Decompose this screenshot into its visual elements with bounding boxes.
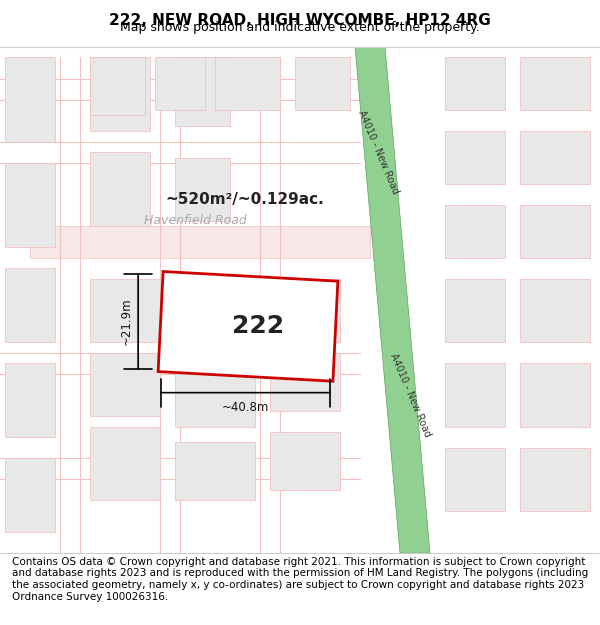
Bar (90, 58, 150, 131)
Bar (520, 279, 590, 342)
Bar (90, 58, 145, 116)
Text: ~21.9m: ~21.9m (119, 298, 133, 346)
Polygon shape (158, 271, 338, 381)
Text: A4010 - New Road: A4010 - New Road (356, 109, 400, 196)
Bar (90, 279, 160, 342)
Bar (270, 352, 340, 411)
Text: Contains OS data © Crown copyright and database right 2021. This information is : Contains OS data © Crown copyright and d… (12, 557, 588, 601)
Bar (90, 352, 160, 416)
Text: Havenfield Road: Havenfield Road (143, 214, 247, 228)
Bar (155, 58, 205, 110)
Polygon shape (355, 47, 430, 553)
Bar (5, 58, 55, 142)
Text: ~520m²/~0.129ac.: ~520m²/~0.129ac. (166, 192, 325, 208)
Bar (5, 268, 55, 342)
Bar (90, 152, 150, 226)
Bar (270, 279, 340, 342)
Bar (445, 363, 505, 426)
Bar (175, 158, 230, 221)
Bar (175, 58, 230, 126)
Bar (5, 363, 55, 437)
Bar (445, 448, 505, 511)
Bar (520, 363, 590, 426)
Text: ~40.8m: ~40.8m (222, 401, 269, 414)
Bar (175, 279, 255, 342)
Bar (175, 442, 255, 501)
Bar (520, 131, 590, 184)
Bar (175, 358, 255, 426)
Bar (270, 432, 340, 490)
Bar (445, 131, 505, 184)
Bar (215, 58, 280, 110)
Text: 222: 222 (232, 314, 284, 338)
Bar (445, 58, 505, 110)
Bar (90, 426, 160, 501)
Bar (445, 205, 505, 258)
Bar (520, 205, 590, 258)
Text: 222, NEW ROAD, HIGH WYCOMBE, HP12 4RG: 222, NEW ROAD, HIGH WYCOMBE, HP12 4RG (109, 13, 491, 28)
Text: A4010 - New Road: A4010 - New Road (388, 352, 432, 438)
Bar (5, 458, 55, 532)
Polygon shape (30, 226, 370, 258)
Text: Map shows position and indicative extent of the property.: Map shows position and indicative extent… (120, 21, 480, 34)
Bar (445, 279, 505, 342)
Bar (5, 163, 55, 248)
Bar (520, 448, 590, 511)
Bar (520, 58, 590, 110)
Bar (295, 58, 350, 110)
